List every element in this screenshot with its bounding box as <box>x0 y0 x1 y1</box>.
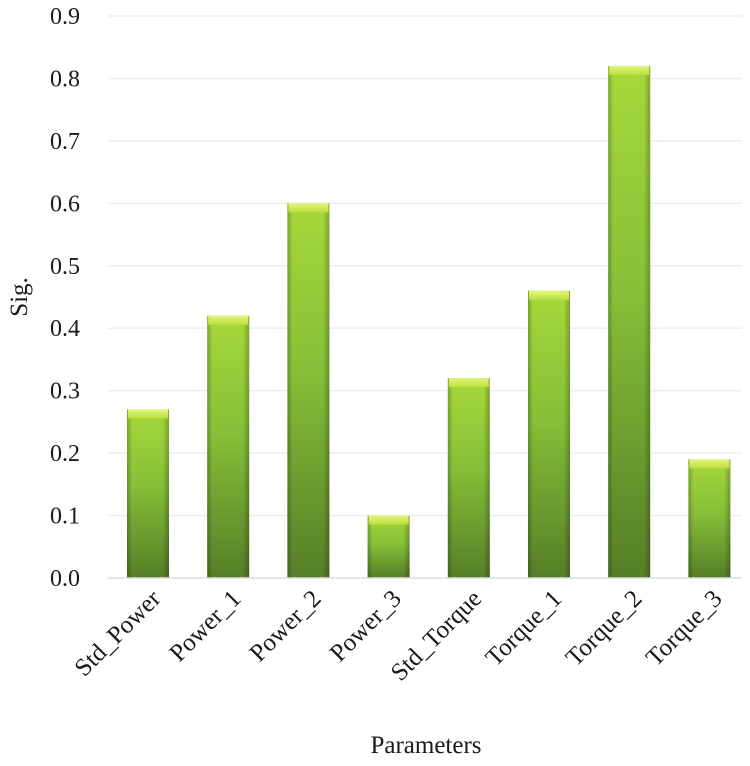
bar-cap <box>128 409 168 419</box>
x-tick-label: Std_Power <box>70 585 167 682</box>
bar-std-power <box>127 409 169 578</box>
bars <box>127 65 731 579</box>
y-axis-ticks: 0.0 0.1 0.2 0.3 0.4 0.5 0.6 0.7 0.8 0.9 <box>50 4 80 592</box>
y-axis-title: Sig. <box>6 277 33 317</box>
bar-cap <box>368 515 409 525</box>
y-tick-label: 0.5 <box>50 254 80 280</box>
bar-shade <box>367 515 410 578</box>
y-tick-label: 0.6 <box>50 191 80 217</box>
y-tick-label: 0.3 <box>50 379 80 405</box>
bar-shade <box>207 315 250 578</box>
bar-torque-1 <box>528 290 570 578</box>
y-tick-label: 0.4 <box>50 316 80 342</box>
y-tick-label: 0.7 <box>50 129 80 155</box>
y-tick-label: 0.9 <box>50 4 80 30</box>
bar-torque-2 <box>608 65 651 578</box>
bar-shade <box>287 203 330 579</box>
y-tick-label: 0.8 <box>50 66 80 92</box>
x-tick-label: Torque_2 <box>561 585 648 672</box>
y-tick-label: 0.0 <box>50 566 80 592</box>
x-tick-label: Power_3 <box>325 585 407 667</box>
bar-shade <box>608 65 651 578</box>
bar-torque-3 <box>688 459 731 578</box>
bar-cap <box>609 65 650 75</box>
bar-power-2 <box>287 203 330 579</box>
x-tick-label: Torque_1 <box>481 585 568 672</box>
bar-power-3 <box>367 515 410 578</box>
x-tick-label: Torque_3 <box>641 585 728 672</box>
y-tick-label: 0.1 <box>50 504 80 530</box>
bar-power-1 <box>207 315 250 578</box>
bar-cap <box>689 459 730 469</box>
bar-shade <box>528 290 570 578</box>
bar-cap <box>529 290 569 300</box>
x-axis-ticks: Std_PowerPower_1Power_2Power_3Std_Torque… <box>70 585 728 687</box>
bar-cap <box>448 378 489 388</box>
x-tick-label: Power_1 <box>164 585 246 667</box>
bar-shade <box>447 378 490 578</box>
bar-shade <box>688 459 731 578</box>
y-tick-label: 0.2 <box>50 441 80 467</box>
bar-shade <box>127 409 169 578</box>
x-tick-label: Power_2 <box>245 585 327 667</box>
bar-cap <box>288 203 329 213</box>
bar-std-torque <box>447 378 490 578</box>
x-axis-title: Parameters <box>370 732 481 759</box>
bar-cap <box>208 315 249 325</box>
